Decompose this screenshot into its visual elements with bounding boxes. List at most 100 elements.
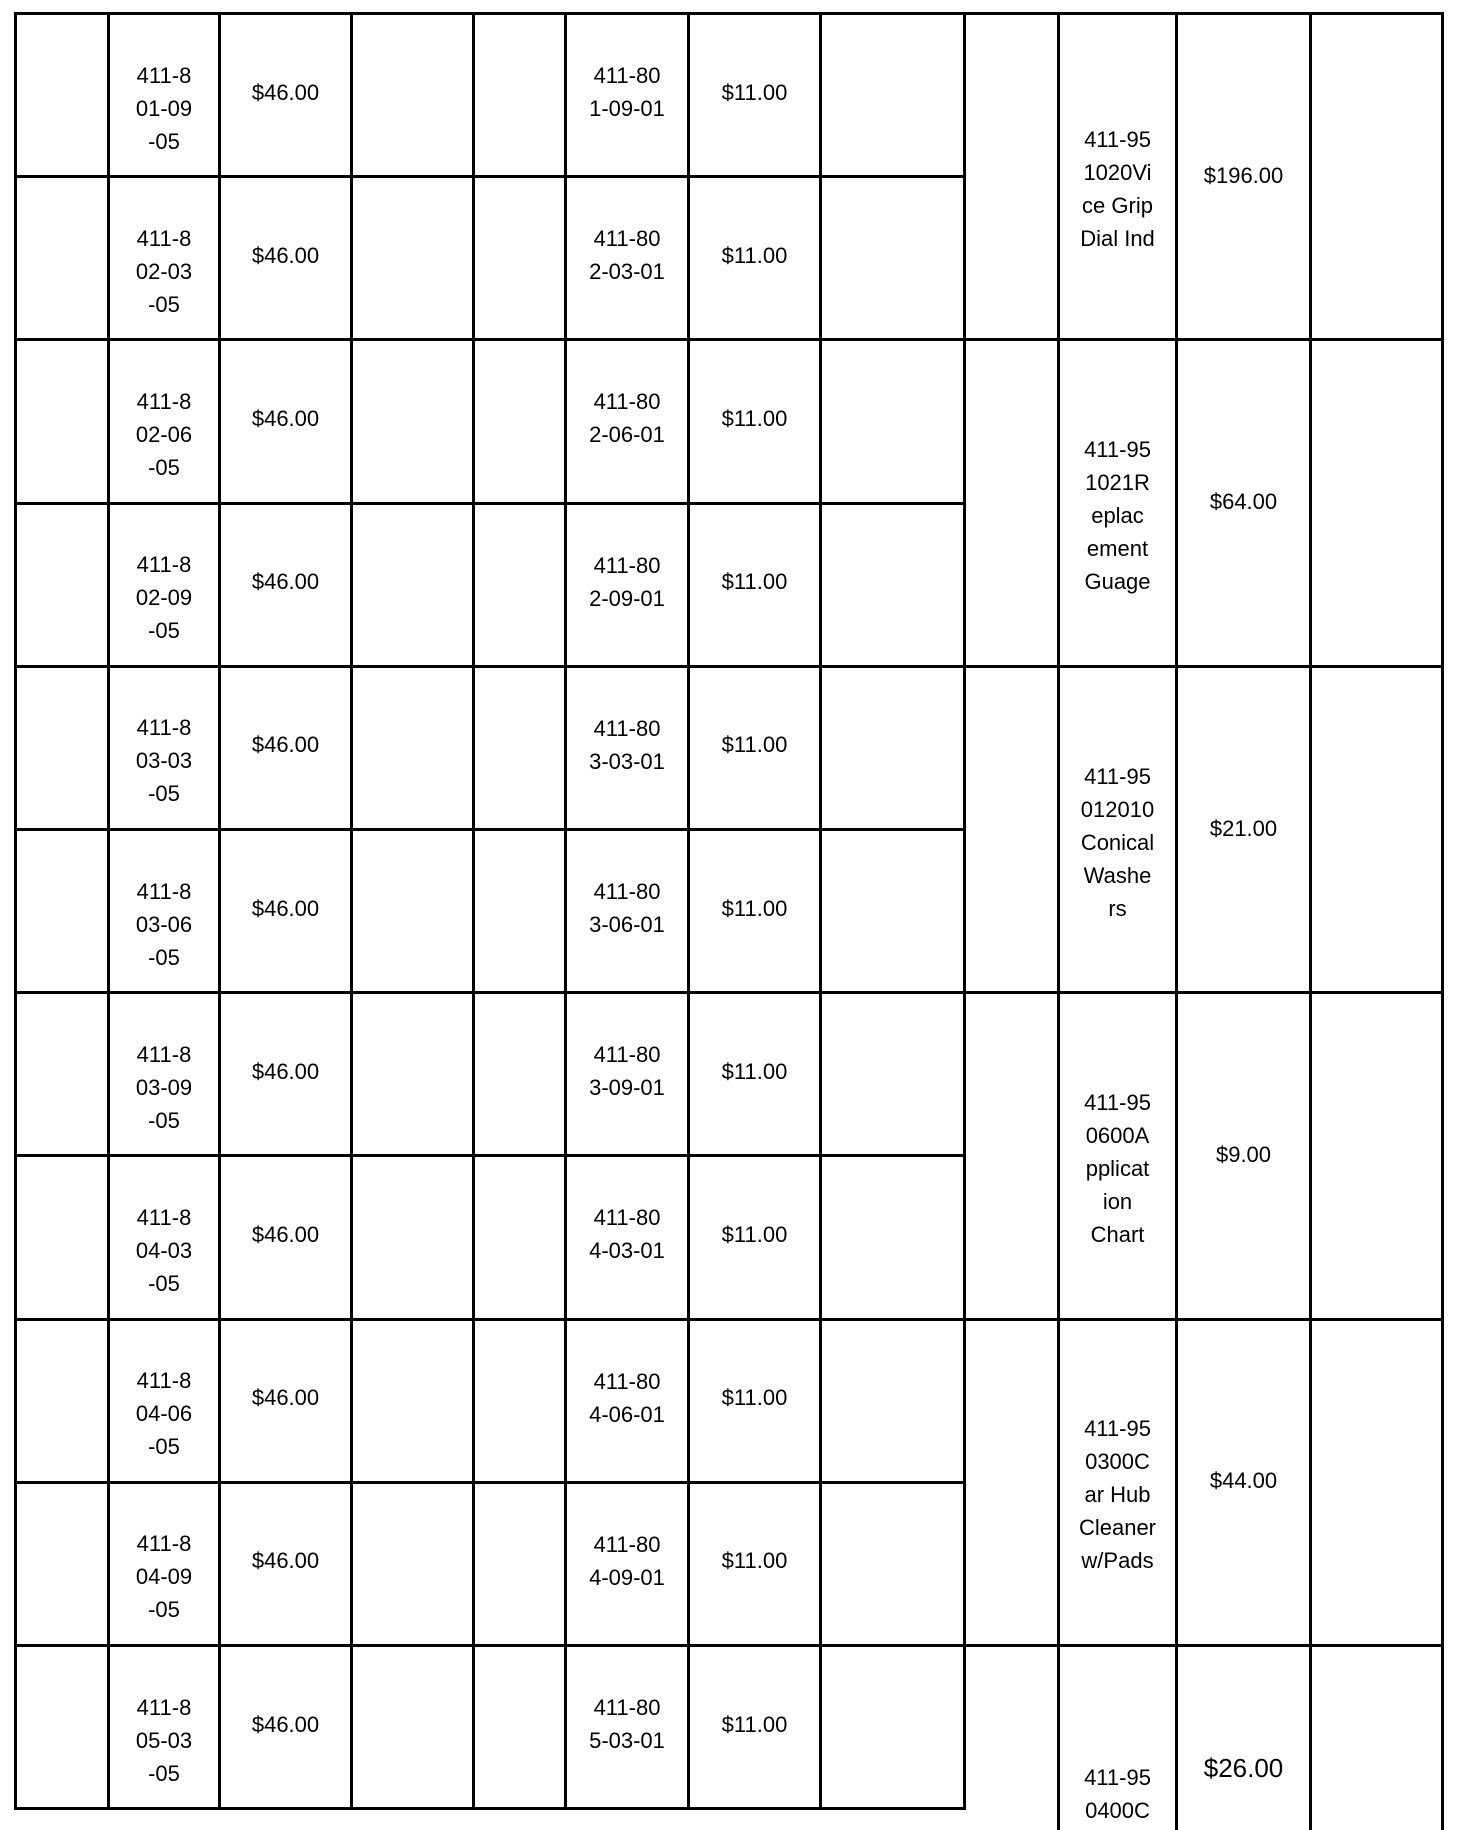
price-b: $11.00 bbox=[690, 565, 819, 598]
item-description-line: ce Grip bbox=[1082, 193, 1153, 219]
part-number-a-line: 411-8 bbox=[136, 715, 192, 741]
part-number-a-line: 411-8 bbox=[136, 1531, 192, 1557]
item-price-line: $9.00 bbox=[1215, 1141, 1272, 1167]
item-price-line: $64.00 bbox=[1209, 489, 1278, 515]
part-number-a: 411-8 02-06 -05 bbox=[110, 385, 218, 484]
item-price: $9.00 bbox=[1178, 1138, 1309, 1171]
price-a-line: $46.00 bbox=[251, 79, 320, 105]
part-number-a-line: 04-06 bbox=[135, 1401, 193, 1427]
price-a-line: $46.00 bbox=[251, 1221, 320, 1247]
part-number-a-line: -05 bbox=[148, 1270, 180, 1296]
item-description-line: ement bbox=[1086, 536, 1149, 562]
price-b-line: $11.00 bbox=[721, 242, 788, 268]
part-number-b-line: 4-06-01 bbox=[589, 1401, 665, 1427]
part-number-a-line: 411-8 bbox=[136, 552, 192, 578]
part-number-b: 411-80 2-09-01 bbox=[567, 549, 687, 615]
part-number-a: 411-8 01-09 -05 bbox=[110, 59, 218, 158]
part-number-b-line: 3-03-01 bbox=[589, 748, 665, 774]
part-number-a: 411-8 02-09 -05 bbox=[110, 548, 218, 647]
price-b-line: $11.00 bbox=[721, 1058, 788, 1084]
part-number-a: 411-8 04-03 -05 bbox=[110, 1201, 218, 1300]
item-description: 411-95 012010 Conical Washe rs bbox=[1060, 760, 1175, 925]
price-b: $11.00 bbox=[690, 76, 819, 109]
part-number-b: 411-80 1-09-01 bbox=[567, 59, 687, 125]
part-number-b: 411-80 3-06-01 bbox=[567, 875, 687, 941]
part-number-b-line: 411-80 bbox=[593, 389, 661, 415]
item-price: $196.00 bbox=[1178, 159, 1309, 192]
part-number-a-line: 03-03 bbox=[135, 748, 193, 774]
part-number-b: 411-80 4-09-01 bbox=[567, 1528, 687, 1594]
part-number-a-line: 01-09 bbox=[135, 95, 193, 121]
part-number-a-line: 411-8 bbox=[136, 1368, 192, 1394]
part-number-b: 411-80 2-03-01 bbox=[567, 222, 687, 288]
item-description-line: w/Pads bbox=[1081, 1548, 1154, 1574]
column-divider bbox=[564, 12, 567, 1811]
part-number-b-line: 4-03-01 bbox=[589, 1238, 665, 1264]
item-description-line: eplac bbox=[1091, 503, 1144, 529]
price-b-line: $11.00 bbox=[721, 732, 788, 758]
part-number-a-line: -05 bbox=[148, 1760, 180, 1786]
column-divider bbox=[1175, 12, 1178, 1830]
group-divider bbox=[14, 1644, 1444, 1647]
item-description-line: Conical bbox=[1080, 829, 1155, 855]
column-divider bbox=[1441, 12, 1444, 1830]
item-description-line: ion bbox=[1102, 1188, 1133, 1214]
part-number-a-line: 02-06 bbox=[135, 421, 193, 447]
price-b: $11.00 bbox=[690, 1544, 819, 1577]
part-number-b-line: 2-03-01 bbox=[589, 259, 665, 285]
price-a: $46.00 bbox=[221, 1544, 350, 1577]
part-number-b-line: 3-09-01 bbox=[589, 1075, 665, 1101]
part-number-b: 411-80 5-03-01 bbox=[567, 1691, 687, 1757]
item-description-line: 411-95 bbox=[1084, 1765, 1151, 1790]
row-divider bbox=[14, 1154, 966, 1158]
part-number-b-line: 411-80 bbox=[593, 879, 661, 904]
price-b-line: $11.00 bbox=[721, 405, 788, 431]
price-a-line: $46.00 bbox=[251, 569, 320, 595]
column-divider bbox=[963, 12, 966, 1811]
item-description-line: 411-95 bbox=[1084, 127, 1151, 153]
part-number-b-line: 411-80 bbox=[593, 1368, 661, 1394]
price-a-line: $46.00 bbox=[251, 732, 320, 758]
part-number-a-line: -05 bbox=[148, 128, 180, 154]
price-a-line: $46.00 bbox=[251, 895, 320, 921]
price-b-line: $11.00 bbox=[721, 569, 788, 595]
item-description: 411-95 1020Vi ce Grip Dial Ind bbox=[1060, 123, 1175, 255]
part-number-b: 411-80 4-06-01 bbox=[567, 1365, 687, 1431]
item-price: $64.00 bbox=[1178, 485, 1309, 518]
part-number-a-line: 411-8 bbox=[136, 225, 192, 251]
group-divider bbox=[14, 1317, 1444, 1321]
item-description-line: Cleaner bbox=[1078, 1515, 1157, 1541]
price-b-line: $11.00 bbox=[721, 1385, 788, 1411]
part-number-a-line: 411-8 bbox=[136, 1204, 192, 1230]
part-number-a: 411-8 03-09 -05 bbox=[110, 1038, 218, 1137]
part-number-a: 411-8 03-06 -05 bbox=[110, 875, 218, 974]
item-description: 411-95 0300C ar Hub Cleaner w/Pads bbox=[1060, 1412, 1175, 1577]
part-number-a-line: 411-8 bbox=[136, 878, 192, 904]
part-number-b-line: 1-09-01 bbox=[589, 96, 665, 121]
part-number-a-line: 04-03 bbox=[135, 1237, 193, 1263]
item-description-line: 411-95 bbox=[1084, 763, 1151, 789]
part-number-a-line: 411-8 bbox=[136, 1041, 192, 1067]
item-description-line: 1021R bbox=[1085, 470, 1150, 496]
price-a-line: $46.00 bbox=[251, 1711, 320, 1737]
price-b-line: $11.00 bbox=[721, 895, 788, 921]
item-description-line: Washe bbox=[1083, 862, 1152, 888]
price-b-line: $11.00 bbox=[721, 1548, 788, 1574]
price-b-line: $11.00 bbox=[721, 79, 788, 105]
price-a-line: $46.00 bbox=[251, 405, 320, 431]
price-a: $46.00 bbox=[221, 565, 350, 598]
part-number-a-line: -05 bbox=[148, 1597, 180, 1623]
part-number-b-line: 411-80 bbox=[593, 226, 661, 252]
item-price: $21.00 bbox=[1178, 812, 1309, 845]
item-description-line: 0400C bbox=[1085, 1798, 1150, 1823]
price-a: $46.00 bbox=[221, 1708, 350, 1741]
part-number-b-line: 411-80 bbox=[593, 552, 661, 578]
part-number-b-line: 411-80 bbox=[593, 1695, 661, 1720]
item-description-line: 411-95 bbox=[1084, 1089, 1151, 1115]
group-divider bbox=[14, 12, 1444, 15]
group-divider bbox=[14, 664, 1444, 668]
price-b: $11.00 bbox=[690, 728, 819, 761]
item-description-line: 0300C bbox=[1085, 1449, 1150, 1475]
column-divider bbox=[1057, 12, 1060, 1830]
item-description: 411-95 0600A pplicat ion Chart bbox=[1060, 1086, 1175, 1251]
